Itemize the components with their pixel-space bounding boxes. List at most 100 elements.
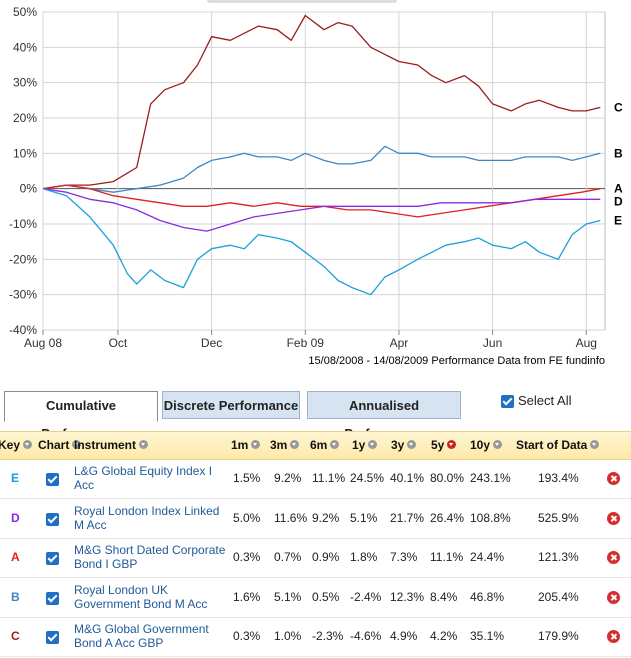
- header-3m[interactable]: 3m: [270, 432, 300, 459]
- row-y10-value: 35.1%: [470, 629, 505, 643]
- row-y5-value: 80.0%: [430, 471, 465, 485]
- y-tick-label: 50%: [13, 5, 37, 19]
- x-tick-label: Dec: [201, 336, 222, 350]
- header-5y-label: 5y: [431, 438, 445, 452]
- tab-discrete-performance[interactable]: Discrete Performance: [162, 391, 300, 419]
- remove-icon[interactable]: [607, 630, 620, 643]
- table-row: C M&G Global Government Bond A Acc GBP 0.3…: [0, 617, 631, 657]
- table-header: Key Chart Instrument 1m 3m 6m 1y 3y 5y 1…: [0, 431, 631, 460]
- sort-icon[interactable]: [290, 440, 300, 450]
- row-m1-value: 1.5%: [233, 471, 261, 485]
- table-row: A M&G Short Dated Corporate Bond I GBP 0.3…: [0, 538, 631, 578]
- header-start-label: Start of Data: [516, 438, 588, 452]
- sort-icon[interactable]: [251, 440, 261, 450]
- sort-icon[interactable]: [407, 440, 417, 450]
- row-y3-value: 21.7%: [390, 510, 425, 525]
- row-chart-checkbox[interactable]: [46, 629, 63, 647]
- row-m1-value: 5.0%: [233, 510, 261, 525]
- sort-icon[interactable]: [139, 440, 149, 450]
- header-6m[interactable]: 6m: [310, 432, 340, 459]
- sort-icon[interactable]: [23, 440, 33, 450]
- checkbox-icon[interactable]: [46, 512, 59, 526]
- remove-icon[interactable]: [607, 511, 620, 525]
- header-instrument[interactable]: Instrument: [74, 432, 149, 459]
- checkbox-icon[interactable]: [46, 552, 59, 566]
- row-y5-value: 4.2%: [430, 629, 458, 643]
- tab-cumulative-performance[interactable]: Cumulative Performance: [4, 391, 158, 441]
- series-key-label: C: [614, 100, 623, 114]
- x-tick-label: Aug 08: [24, 336, 62, 350]
- row-instrument-link[interactable]: Royal London UK Government Bond M Acc: [74, 582, 208, 611]
- series-key-label: E: [614, 213, 622, 227]
- row-y10-value: 243.1%: [470, 471, 511, 485]
- row-m1-value: 0.3%: [233, 550, 261, 564]
- header-chart-label: Chart: [38, 438, 70, 452]
- x-tick-label: Apr: [390, 336, 409, 350]
- row-y10-value: 24.4%: [470, 550, 505, 564]
- checkbox-icon[interactable]: [46, 591, 59, 605]
- row-chart-checkbox[interactable]: [46, 471, 63, 489]
- sort-icon[interactable]: [368, 440, 378, 450]
- row-key: C: [11, 629, 20, 643]
- remove-icon[interactable]: [607, 551, 620, 564]
- tab-annualised-performance[interactable]: Annualised Performance: [307, 391, 461, 441]
- row-instrument-link[interactable]: Royal London Index Linked M Acc: [74, 503, 220, 532]
- select-all-control[interactable]: Select All: [501, 392, 571, 410]
- header-key[interactable]: Key: [0, 432, 33, 459]
- row-m3-value: 5.1%: [274, 589, 302, 604]
- row-y3-value: 40.1%: [390, 471, 425, 485]
- x-tick-label: Jun: [483, 336, 502, 350]
- row-m1-value: 0.3%: [233, 629, 261, 643]
- x-tick-label: Oct: [109, 336, 128, 350]
- header-chart[interactable]: Chart: [38, 432, 82, 459]
- row-y1-value: 24.5%: [350, 471, 385, 485]
- header-3y[interactable]: 3y: [391, 432, 417, 459]
- header-1m-label: 1m: [231, 438, 249, 452]
- header-5y[interactable]: 5y: [431, 432, 457, 459]
- x-tick-label: Feb 09: [287, 336, 325, 350]
- row-chart-checkbox[interactable]: [46, 590, 63, 608]
- row-start-value: 205.4%: [538, 589, 579, 604]
- series-line-C: [42, 14, 601, 190]
- row-chart-checkbox[interactable]: [46, 511, 63, 529]
- header-1m[interactable]: 1m: [231, 432, 261, 459]
- remove-icon[interactable]: [607, 472, 620, 485]
- series-line-B: [42, 145, 601, 193]
- plot-area: [42, 11, 606, 331]
- row-instrument-link[interactable]: M&G Short Dated Corporate Bond I GBP: [74, 543, 226, 571]
- row-start-value: 525.9%: [538, 510, 579, 525]
- header-1y[interactable]: 1y: [352, 432, 378, 459]
- row-m6-value: 11.1%: [312, 471, 346, 485]
- checkbox-icon[interactable]: [46, 631, 59, 645]
- sort-icon[interactable]: [590, 440, 600, 450]
- row-start-value: 121.3%: [538, 550, 579, 564]
- sort-active-icon[interactable]: [447, 440, 457, 450]
- performance-chart: 50% 40% 30% 20% 10% 0% -10% -20% -30% -40%Aug 08 O…: [9, 5, 623, 350]
- series-line-E: [42, 188, 601, 296]
- sort-icon[interactable]: [72, 440, 82, 450]
- row-y5-value: 11.1%: [430, 550, 464, 564]
- header-10y[interactable]: 10y: [470, 432, 503, 459]
- sort-icon[interactable]: [330, 440, 340, 450]
- header-6m-label: 6m: [310, 438, 328, 452]
- x-tick-label: Aug: [576, 336, 597, 350]
- y-tick-label: 10%: [13, 146, 37, 160]
- select-all-checkbox[interactable]: [501, 394, 514, 408]
- row-key: D: [11, 510, 20, 525]
- row-start-value: 193.4%: [538, 471, 579, 485]
- row-key: E: [11, 471, 20, 485]
- header-start-of-data[interactable]: Start of Data: [516, 432, 600, 459]
- select-all-label: Select All: [518, 393, 572, 408]
- series-line-D: [42, 188, 601, 232]
- y-tick-label: -30%: [9, 288, 37, 302]
- row-chart-checkbox[interactable]: [46, 550, 63, 568]
- sort-icon[interactable]: [493, 440, 503, 450]
- remove-icon[interactable]: [607, 590, 620, 604]
- row-instrument-link[interactable]: L&G Global Equity Index I Acc: [74, 464, 213, 492]
- y-tick-label: 0%: [20, 182, 38, 196]
- series-key-label: B: [614, 146, 623, 160]
- row-m3-value: 1.0%: [274, 629, 302, 643]
- checkbox-icon[interactable]: [46, 473, 59, 487]
- row-y1-value: 1.8%: [350, 550, 378, 564]
- row-instrument-link[interactable]: M&G Global Government Bond A Acc GBP: [74, 622, 209, 650]
